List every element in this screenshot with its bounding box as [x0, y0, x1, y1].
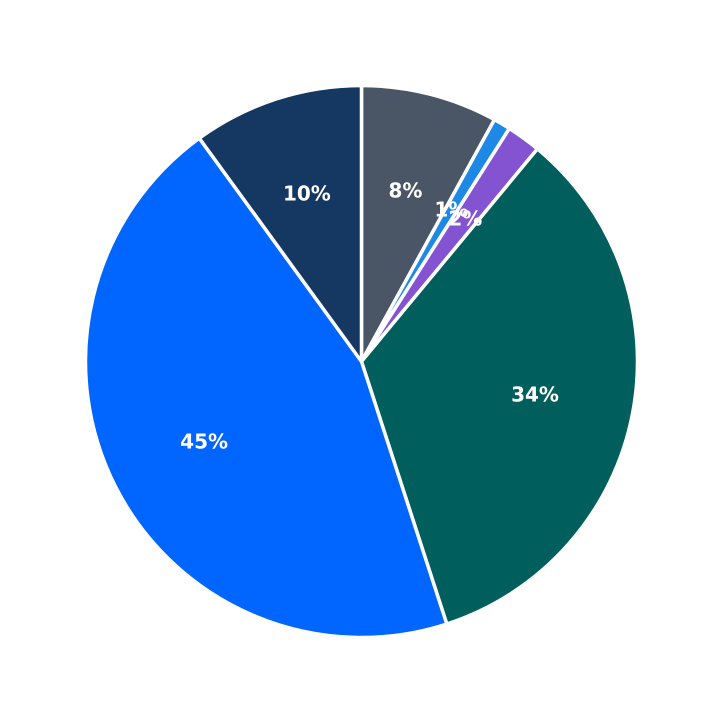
- pie-slice-label-1: 1%: [434, 197, 468, 221]
- pie-slice-label-4: 45%: [180, 430, 228, 454]
- pie-slice-0: [359, 83, 497, 364]
- pie-slice-label-0: 8%: [388, 178, 422, 202]
- slices-layer: [83, 83, 640, 640]
- pie-slice-label-5: 10%: [283, 182, 331, 206]
- pie-slice-label-2: 2%: [448, 207, 482, 231]
- pie-slice-3: [359, 147, 640, 626]
- pie-slice-5: [197, 83, 364, 364]
- labels-layer: 8% 1%2% 34% 45% 10%: [180, 178, 559, 453]
- pie-slice-4: [83, 136, 449, 640]
- pie-slice-label-3: 34%: [511, 383, 559, 407]
